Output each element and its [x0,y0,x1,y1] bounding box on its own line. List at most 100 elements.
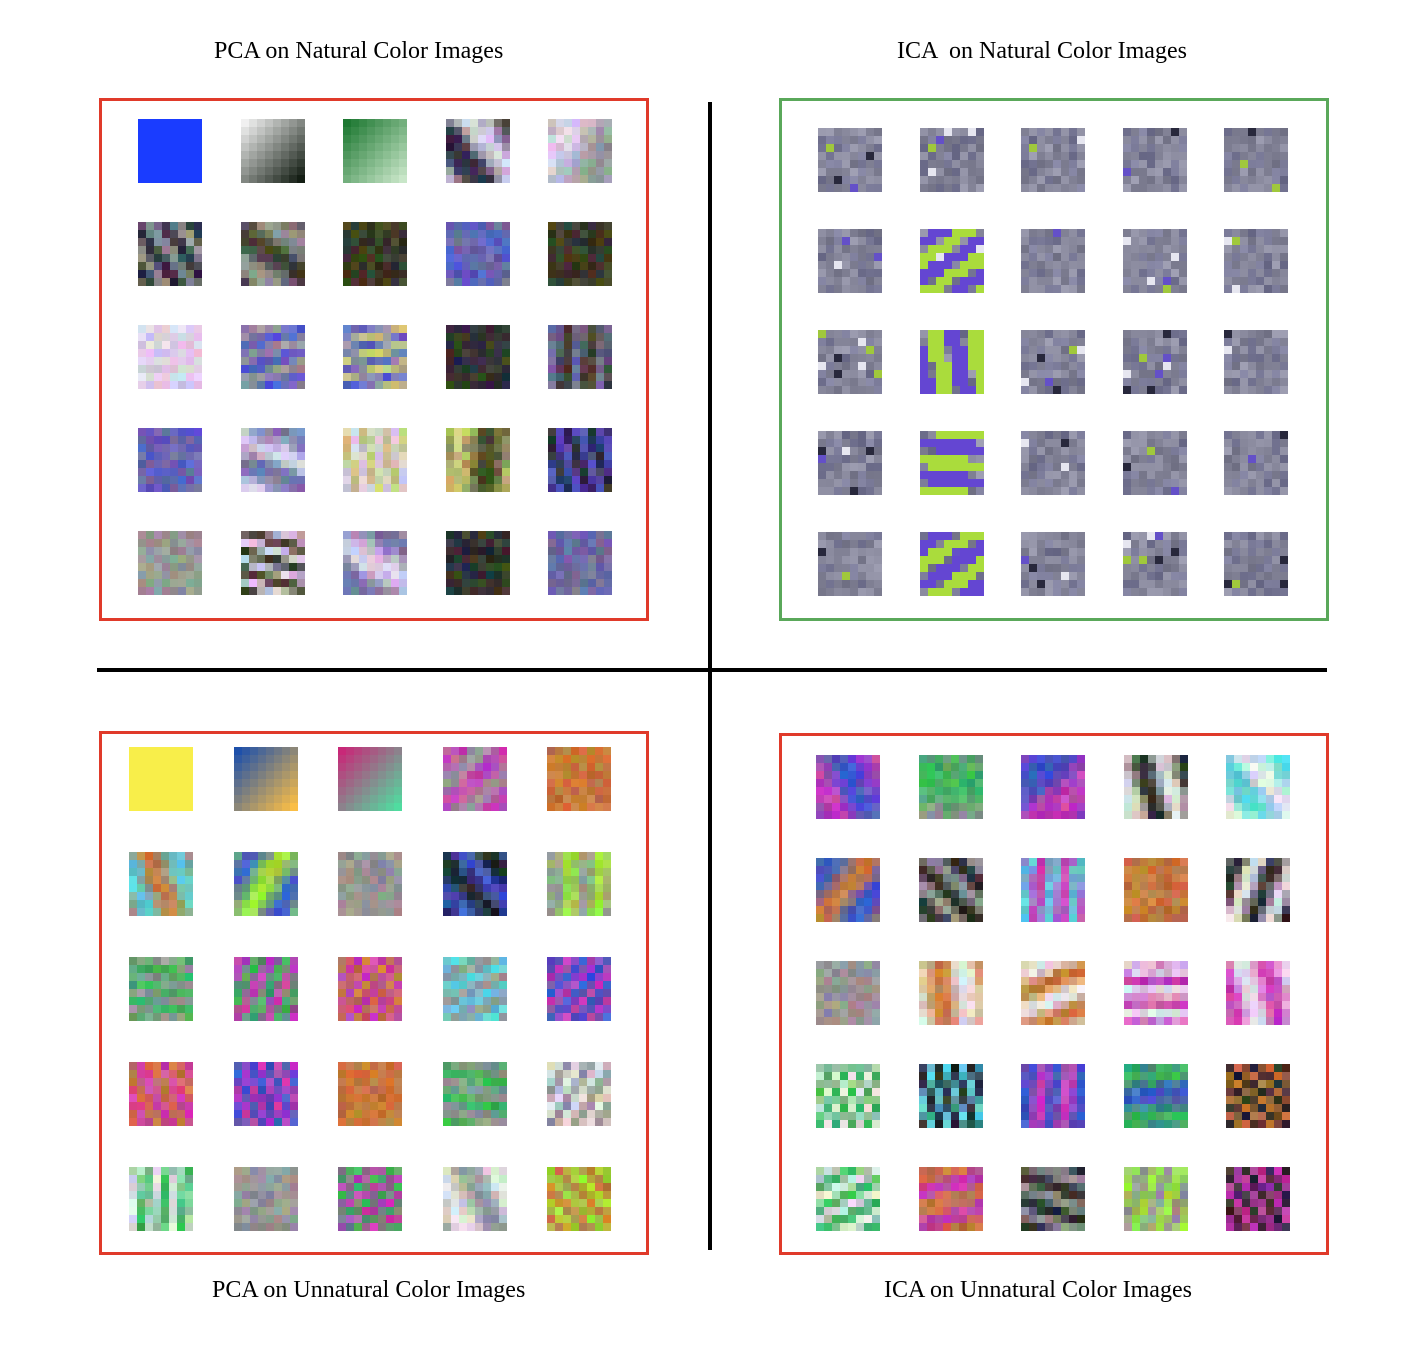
ica-unnatural-filter-canvas [1021,858,1085,922]
ica-natural-filter-patch [1021,431,1085,495]
ica-unnatural-filter-canvas [816,755,880,819]
ica-unnatural-filter-patch [1021,1167,1085,1231]
pca-natural-filter-patch [240,531,305,595]
ica-unnatural-filter-patch [1123,961,1188,1025]
pca-natural-filter-patch [138,222,202,286]
pca-natural-filter-canvas [548,428,612,492]
pca-natural-filter-patch [240,119,305,183]
pca-natural-filter-patch [240,428,305,492]
ica-unnatural-filter-patch [1021,961,1085,1025]
panel-frame-ica-natural [779,98,1329,621]
pca-natural-filter-patch [548,119,612,183]
pca-natural-filter-patch [445,119,510,183]
pca-unnatural-filter-patch [442,957,507,1021]
ica-unnatural-filter-patch [816,858,880,922]
pca-natural-filter-patch [343,119,407,183]
pca-unnatural-filter-patch [129,852,193,916]
ica-unnatural-filter-patch [1021,755,1085,819]
pca-unnatural-filter-patch [547,1167,611,1231]
pca-natural-filter-patch [138,428,202,492]
pca-unnatural-filter-canvas [442,1062,507,1126]
pca-unnatural-filter-canvas [338,957,402,1021]
pca-unnatural-filter-canvas [129,957,193,1021]
ica-natural-filter-patch [1224,330,1288,394]
ica-unnatural-filter-patch [1123,755,1188,819]
pca-unnatural-filter-patch [233,1167,298,1231]
pca-natural-filter-canvas [343,119,407,183]
pca-natural-filter-canvas [138,531,202,595]
ica-unnatural-filter-patch [1021,1064,1085,1128]
ica-unnatural-filter-patch [816,755,880,819]
vertical-divider [708,102,712,1250]
pca-natural-filter-patch [343,531,407,595]
ica-natural-filter-canvas [919,330,984,394]
ica-natural-filter-canvas [818,128,882,192]
ica-natural-filter-patch [1122,431,1187,495]
pca-unnatural-filter-canvas [233,1167,298,1231]
pca-natural-filter-patch [548,222,612,286]
pca-unnatural-filter-patch [233,957,298,1021]
ica-unnatural-filter-patch [918,755,983,819]
title-pca-natural: PCA on Natural Color Images [214,38,504,64]
pca-unnatural-filter-patch [233,1062,298,1126]
pca-natural-filter-patch [138,531,202,595]
pca-natural-filter-canvas [445,325,510,389]
pca-unnatural-filter-canvas [442,852,507,916]
title-ica-natural: ICA on Natural Color Images [897,38,1187,64]
ica-natural-filter-patch [1021,330,1085,394]
ica-unnatural-filter-patch [1226,858,1290,922]
pca-unnatural-filter-patch [442,747,507,811]
ica-natural-filter-canvas [818,431,882,495]
pca-natural-filter-canvas [445,119,510,183]
ica-natural-filter-patch [818,532,882,596]
ica-unnatural-filter-patch [918,858,983,922]
ica-unnatural-filter-patch [1123,858,1188,922]
ica-natural-filter-canvas [1021,532,1085,596]
pca-natural-filter-canvas [138,119,202,183]
pca-natural-filter-canvas [548,325,612,389]
ica-unnatural-filter-canvas [1021,1167,1085,1231]
ica-unnatural-filter-canvas [1226,858,1290,922]
ica-natural-filter-canvas [1122,431,1187,495]
title-ica-unnatural: ICA on Unnatural Color Images [884,1277,1192,1303]
pca-unnatural-filter-patch [547,957,611,1021]
ica-natural-filter-patch [818,330,882,394]
ica-natural-filter-canvas [919,532,984,596]
pca-unnatural-filter-patch [338,1167,402,1231]
ica-natural-filter-patch [919,330,984,394]
ica-unnatural-filter-patch [1123,1167,1188,1231]
pca-natural-filter-canvas [548,222,612,286]
pca-unnatural-filter-canvas [547,1062,611,1126]
pca-natural-filter-canvas [343,531,407,595]
ica-unnatural-filter-patch [816,961,880,1025]
ica-natural-filter-canvas [818,532,882,596]
pca-natural-filter-patch [445,222,510,286]
panel-frame-ica-unnatural [779,733,1329,1255]
pca-unnatural-filter-canvas [547,852,611,916]
pca-unnatural-filter-canvas [547,1167,611,1231]
ica-unnatural-filter-canvas [1021,755,1085,819]
ica-unnatural-filter-canvas [1123,755,1188,819]
ica-unnatural-filter-canvas [1226,1064,1290,1128]
pca-natural-filter-canvas [138,325,202,389]
ica-natural-filter-canvas [1224,431,1288,495]
ica-natural-filter-patch [1021,229,1085,293]
pca-unnatural-filter-patch [129,1167,193,1231]
pca-unnatural-filter-canvas [442,1167,507,1231]
pca-natural-filter-canvas [445,428,510,492]
ica-natural-filter-patch [1122,229,1187,293]
pca-unnatural-filter-canvas [338,1167,402,1231]
ica-unnatural-filter-canvas [816,1064,880,1128]
ica-unnatural-filter-canvas [1226,755,1290,819]
ica-natural-filter-patch [919,532,984,596]
pca-natural-filter-patch [343,222,407,286]
pca-unnatural-filter-canvas [129,1167,193,1231]
ica-natural-filter-canvas [1021,330,1085,394]
pca-unnatural-filter-canvas [233,747,298,811]
pca-unnatural-filter-canvas [129,747,193,811]
ica-natural-filter-canvas [1224,330,1288,394]
pca-unnatural-filter-patch [129,747,193,811]
pca-natural-filter-canvas [343,222,407,286]
ica-unnatural-filter-patch [918,1064,983,1128]
pca-unnatural-filter-canvas [547,957,611,1021]
